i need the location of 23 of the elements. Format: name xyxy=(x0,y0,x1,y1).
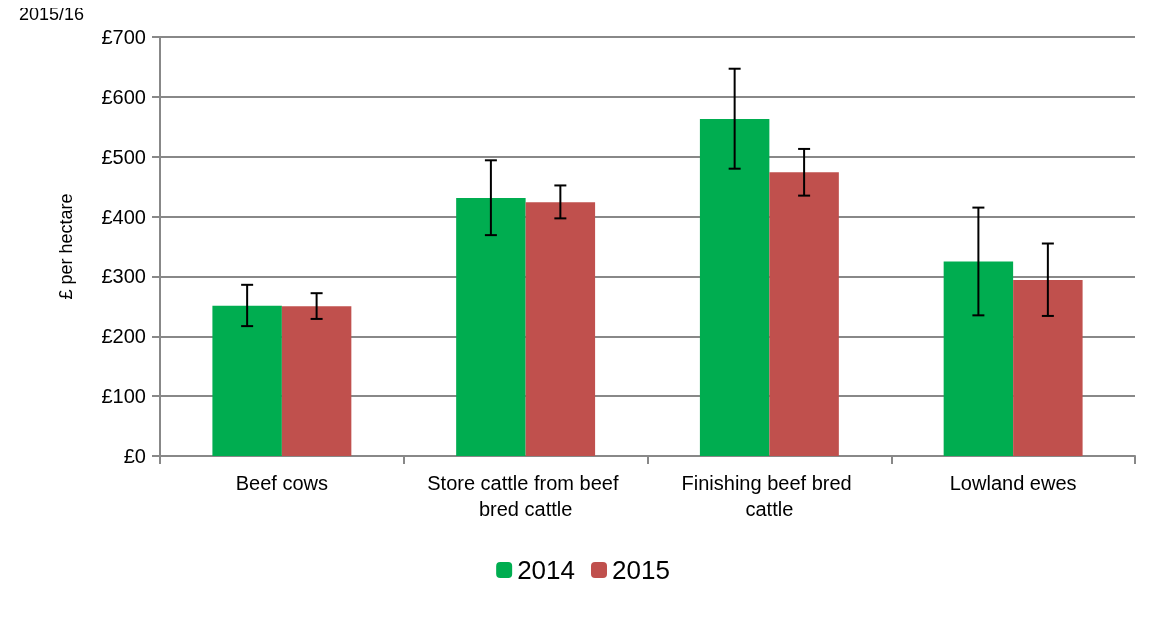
y-axis-title: £ per hectare xyxy=(56,193,76,300)
legend-label: 2015 xyxy=(612,555,670,585)
y-tick-label: £300 xyxy=(101,265,146,288)
y-tick-label: £400 xyxy=(101,205,146,228)
x-tick-label: Store cattle from beef bred cattle xyxy=(427,472,625,520)
y-tick-label: £0 xyxy=(123,445,146,467)
bar xyxy=(456,198,526,456)
bar xyxy=(1013,280,1083,456)
bar xyxy=(212,305,282,456)
legend-label: 2014 xyxy=(517,555,575,585)
x-tick-label: Beef cows xyxy=(235,472,329,494)
y-tick-label: £100 xyxy=(101,385,146,408)
bar xyxy=(943,261,1014,456)
y-tick-label: £200 xyxy=(101,325,146,348)
bar xyxy=(699,119,770,456)
y-tick-label: £700 xyxy=(101,26,146,48)
y-tick-label: £600 xyxy=(101,85,146,108)
x-tick-label: Finishing beef bred cattle xyxy=(681,472,858,520)
bar xyxy=(769,172,839,456)
x-tick-label: Lowland ewes xyxy=(949,472,1077,494)
bar xyxy=(281,306,352,456)
y-tick-label: £500 xyxy=(101,145,146,168)
bar xyxy=(525,202,596,456)
